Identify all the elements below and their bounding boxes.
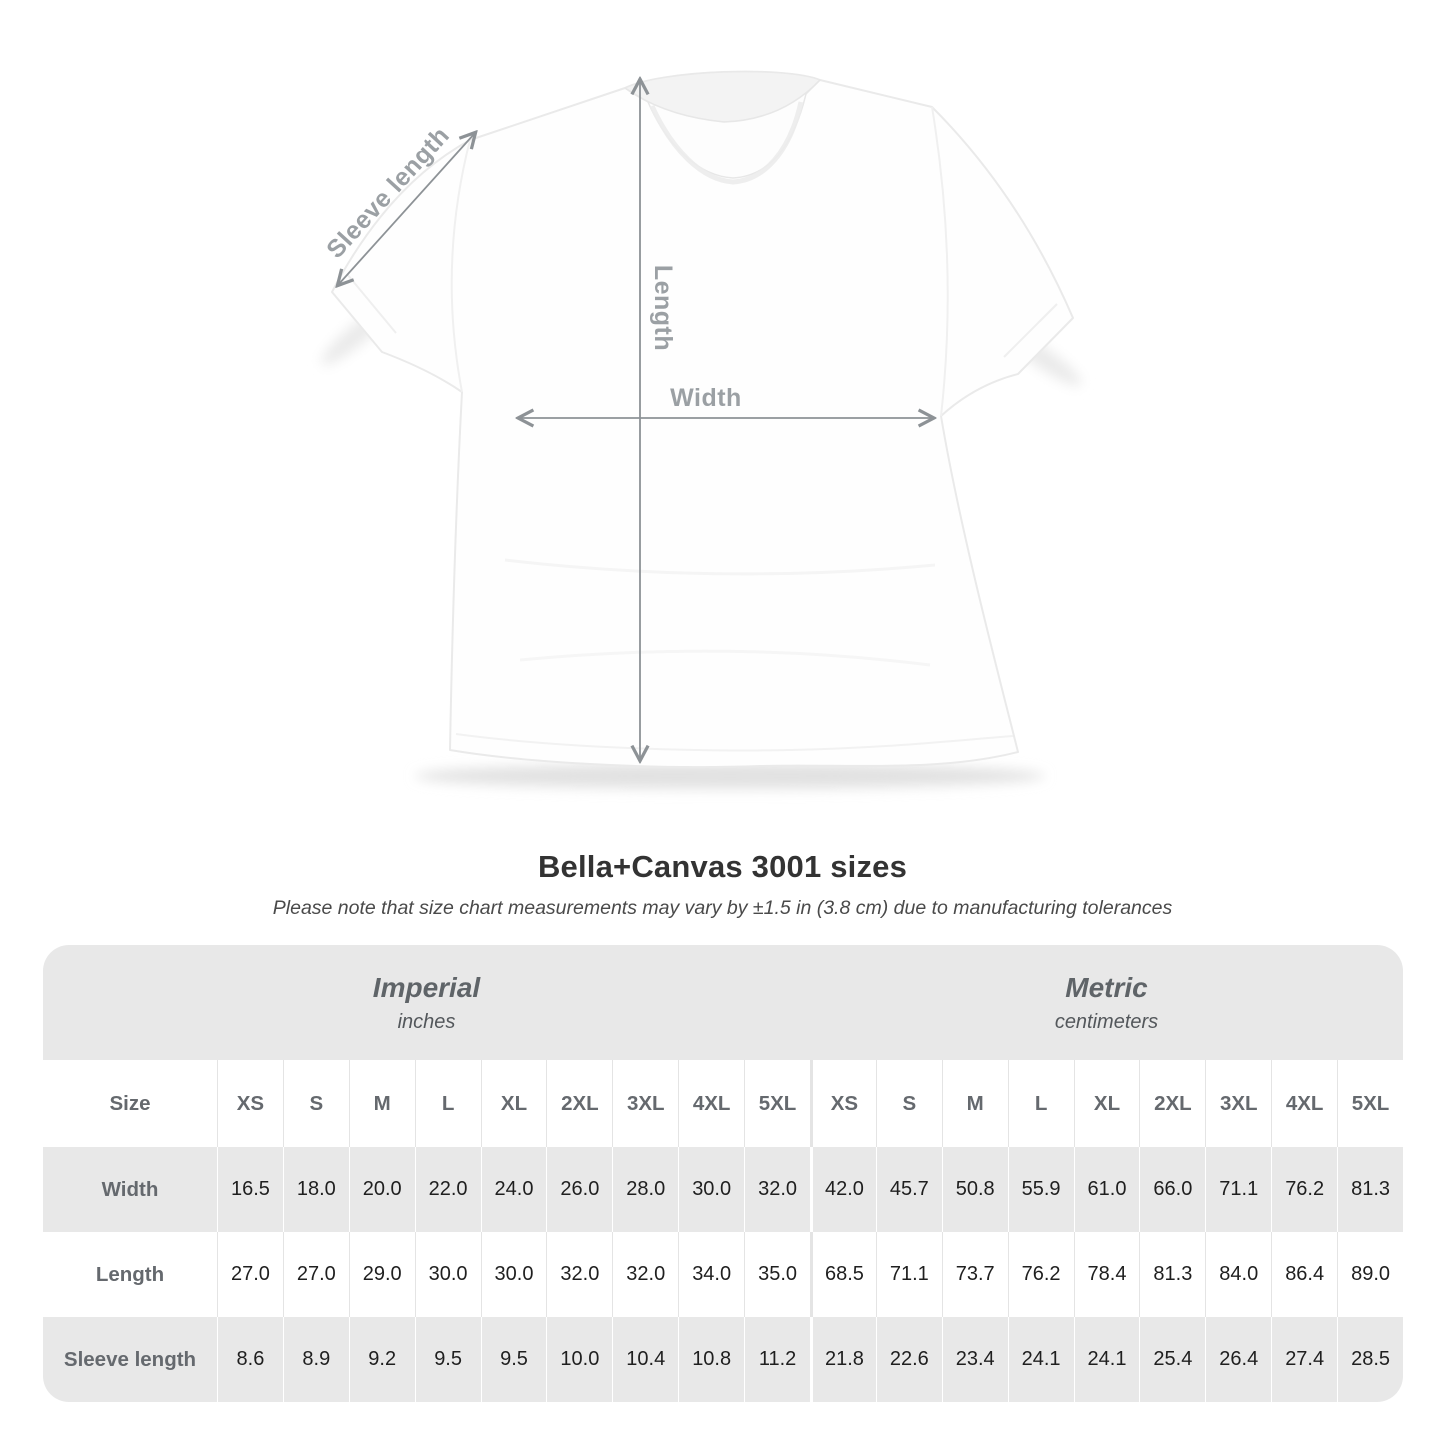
size-col-header-metric-4xl: 4XL bbox=[1271, 1060, 1337, 1147]
size-col-header-metric-xs: XS bbox=[809, 1060, 876, 1147]
value-width-imperial-s: 18.0 bbox=[282, 1147, 349, 1232]
value-sleeve-length-imperial-m: 9.2 bbox=[348, 1317, 415, 1402]
value-sleeve-length-imperial-2xl: 10.0 bbox=[546, 1317, 612, 1402]
value-width-metric-l: 55.9 bbox=[1007, 1147, 1074, 1232]
measurement-row-width: Width 16.5 18.0 20.0 22.0 24.0 26.0 28.0 30.0 32.… bbox=[43, 1147, 1403, 1232]
value-length-imperial-5xl: 35.0 bbox=[744, 1232, 810, 1317]
value-width-imperial-4xl: 30.0 bbox=[678, 1147, 744, 1232]
size-corner-label: Size bbox=[109, 1091, 151, 1115]
value-length-metric-s: 71.1 bbox=[875, 1232, 942, 1317]
value-length-metric-xs: 68.5 bbox=[809, 1232, 876, 1317]
measurement-arrows bbox=[338, 80, 933, 760]
value-width-imperial-xl: 24.0 bbox=[480, 1147, 547, 1232]
size-col-header-metric-m: M bbox=[941, 1060, 1008, 1147]
row-label-length: Length bbox=[95, 1262, 165, 1286]
value-sleeve-length-metric-4xl: 27.4 bbox=[1271, 1317, 1337, 1402]
metric-group-unit: centimeters bbox=[1054, 1010, 1159, 1033]
size-table-body: Size XS S M L XL 2XL 3XL 4XL 5XL XS S M L XL 2XL 3XL 4XL 5… bbox=[43, 1060, 1403, 1402]
value-sleeve-length-metric-xs: 21.8 bbox=[809, 1317, 876, 1402]
imperial-group-title: Imperial bbox=[372, 971, 481, 1003]
metric-group-header: Metric centimeters bbox=[810, 972, 1403, 1034]
size-col-header-metric-s: S bbox=[875, 1060, 942, 1147]
value-sleeve-length-metric-3xl: 26.4 bbox=[1205, 1317, 1271, 1402]
value-sleeve-length-imperial-xs: 8.6 bbox=[217, 1317, 283, 1402]
tshirt-graphic bbox=[321, 70, 1082, 789]
value-sleeve-length-imperial-4xl: 10.8 bbox=[678, 1317, 744, 1402]
value-sleeve-length-metric-m: 23.4 bbox=[941, 1317, 1008, 1402]
value-sleeve-length-imperial-3xl: 10.4 bbox=[612, 1317, 678, 1402]
size-col-header-imperial-xs: XS bbox=[217, 1060, 283, 1147]
value-width-imperial-5xl: 32.0 bbox=[744, 1147, 810, 1232]
value-length-metric-2xl: 81.3 bbox=[1139, 1232, 1205, 1317]
value-length-metric-3xl: 84.0 bbox=[1205, 1232, 1271, 1317]
value-width-imperial-m: 20.0 bbox=[348, 1147, 415, 1232]
value-length-imperial-xl: 30.0 bbox=[480, 1232, 547, 1317]
value-length-imperial-4xl: 34.0 bbox=[678, 1232, 744, 1317]
value-width-metric-xs: 42.0 bbox=[809, 1147, 876, 1232]
sleeve-length-arrow bbox=[338, 133, 475, 285]
value-width-metric-4xl: 76.2 bbox=[1271, 1147, 1337, 1232]
size-col-header-imperial-m: M bbox=[348, 1060, 415, 1147]
row-label-width: Width bbox=[101, 1177, 159, 1201]
value-sleeve-length-metric-xl: 24.1 bbox=[1073, 1317, 1140, 1402]
size-col-header-imperial-s: S bbox=[282, 1060, 349, 1147]
imperial-group-unit: inches bbox=[397, 1010, 456, 1033]
value-length-metric-xl: 78.4 bbox=[1073, 1232, 1140, 1317]
page-subtitle: Please note that size chart measurements… bbox=[272, 897, 1173, 919]
metric-group-title: Metric bbox=[1065, 971, 1148, 1003]
value-width-imperial-l: 22.0 bbox=[414, 1147, 481, 1232]
value-sleeve-length-metric-5xl: 28.5 bbox=[1337, 1317, 1403, 1402]
size-col-header-imperial-xl: XL bbox=[480, 1060, 547, 1147]
size-col-header-imperial-4xl: 4XL bbox=[678, 1060, 744, 1147]
measurement-row-sleeve-length: Sleeve length 8.6 8.9 9.2 9.5 9.5 10.0 10.4 10.8… bbox=[43, 1317, 1403, 1402]
value-sleeve-length-imperial-5xl: 11.2 bbox=[744, 1317, 810, 1402]
size-col-header-metric-3xl: 3XL bbox=[1205, 1060, 1271, 1147]
imperial-group-header: Imperial inches bbox=[43, 972, 810, 1034]
value-sleeve-length-metric-l: 24.1 bbox=[1007, 1317, 1074, 1402]
value-sleeve-length-metric-2xl: 25.4 bbox=[1139, 1317, 1205, 1402]
size-col-header-imperial-5xl: 5XL bbox=[744, 1060, 810, 1147]
value-sleeve-length-imperial-s: 8.9 bbox=[282, 1317, 349, 1402]
value-sleeve-length-imperial-xl: 9.5 bbox=[480, 1317, 547, 1402]
measurement-row-length: Length 27.0 27.0 29.0 30.0 30.0 32.0 32.0 34.0 35… bbox=[43, 1232, 1403, 1317]
tshirt-body bbox=[331, 70, 1074, 769]
value-length-imperial-l: 30.0 bbox=[414, 1232, 481, 1317]
value-length-imperial-xs: 27.0 bbox=[217, 1232, 283, 1317]
value-sleeve-length-imperial-l: 9.5 bbox=[414, 1317, 481, 1402]
size-col-header-metric-xl: XL bbox=[1073, 1060, 1140, 1147]
value-length-imperial-2xl: 32.0 bbox=[546, 1232, 612, 1317]
value-length-metric-5xl: 89.0 bbox=[1337, 1232, 1403, 1317]
value-length-imperial-s: 27.0 bbox=[282, 1232, 349, 1317]
size-col-header-imperial-l: L bbox=[414, 1060, 481, 1147]
size-header-row: Size XS S M L XL 2XL 3XL 4XL 5XL XS S M L XL 2XL 3XL 4XL 5… bbox=[43, 1060, 1403, 1147]
value-width-imperial-2xl: 26.0 bbox=[546, 1147, 612, 1232]
size-col-header-metric-l: L bbox=[1007, 1060, 1074, 1147]
value-sleeve-length-metric-s: 22.6 bbox=[875, 1317, 942, 1402]
value-length-metric-m: 73.7 bbox=[941, 1232, 1008, 1317]
value-width-metric-5xl: 81.3 bbox=[1337, 1147, 1403, 1232]
value-width-metric-m: 50.8 bbox=[941, 1147, 1008, 1232]
value-width-metric-s: 45.7 bbox=[875, 1147, 942, 1232]
row-label-sleeve-length: Sleeve length bbox=[63, 1347, 197, 1371]
page-title: Bella+Canvas 3001 sizes bbox=[537, 849, 908, 884]
size-col-header-imperial-3xl: 3XL bbox=[612, 1060, 678, 1147]
value-length-imperial-3xl: 32.0 bbox=[612, 1232, 678, 1317]
value-width-imperial-3xl: 28.0 bbox=[612, 1147, 678, 1232]
length-label: Length bbox=[649, 265, 677, 351]
value-width-metric-xl: 61.0 bbox=[1073, 1147, 1140, 1232]
value-length-imperial-m: 29.0 bbox=[348, 1232, 415, 1317]
tshirt-diagram: Sleeve length Length Width bbox=[321, 70, 1082, 789]
value-width-metric-2xl: 66.0 bbox=[1139, 1147, 1205, 1232]
value-width-metric-3xl: 71.1 bbox=[1205, 1147, 1271, 1232]
size-col-header-metric-2xl: 2XL bbox=[1139, 1060, 1205, 1147]
size-col-header-imperial-2xl: 2XL bbox=[546, 1060, 612, 1147]
table-unit-header: Imperial inches Metric centimeters bbox=[43, 945, 1403, 1060]
size-table: Imperial inches Metric centimeters Size X… bbox=[43, 945, 1403, 1402]
value-length-metric-l: 76.2 bbox=[1007, 1232, 1074, 1317]
value-width-imperial-xs: 16.5 bbox=[217, 1147, 283, 1232]
width-label: Width bbox=[670, 384, 742, 412]
value-length-metric-4xl: 86.4 bbox=[1271, 1232, 1337, 1317]
size-col-header-metric-5xl: 5XL bbox=[1337, 1060, 1403, 1147]
